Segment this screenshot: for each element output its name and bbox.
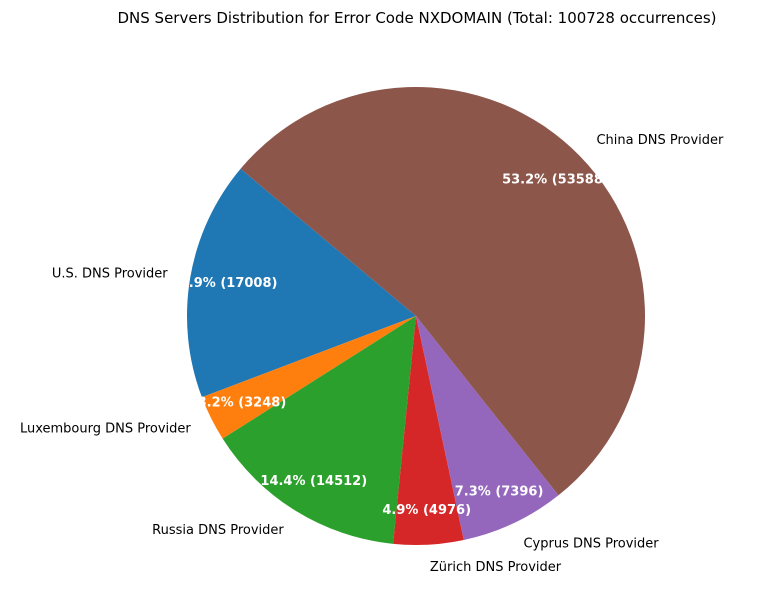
pie-slice-5 [240, 87, 645, 496]
pie-slice-0 [187, 168, 416, 398]
chart-title: DNS Servers Distribution for Error Code … [117, 9, 716, 27]
slice-percent-label-3: 4.9% (4976) [382, 503, 471, 518]
slice-percent-label-0: 16.9% (17008) [171, 276, 278, 291]
slice-label-4: Cyprus DNS Provider [523, 536, 659, 551]
slice-percent-label-1: 3.2% (3248) [198, 396, 287, 411]
pie-slices [187, 87, 645, 546]
pie-slice-4 [416, 316, 559, 540]
slice-label-3: Zürich DNS Provider [430, 560, 562, 575]
slice-label-0: U.S. DNS Provider [52, 266, 168, 281]
pie-slice-1 [201, 316, 416, 439]
pie-slice-3 [393, 316, 464, 546]
slice-percent-label-5: 53.2% (53588) [502, 173, 609, 188]
slice-percent-label-2: 14.4% (14512) [260, 474, 367, 489]
slice-label-5: China DNS Provider [596, 133, 724, 148]
slice-label-2: Russia DNS Provider [152, 523, 284, 538]
slice-percent-label-4: 7.3% (7396) [455, 485, 544, 500]
slice-label-1: Luxembourg DNS Provider [20, 421, 191, 436]
pie-slice-2 [222, 316, 416, 544]
